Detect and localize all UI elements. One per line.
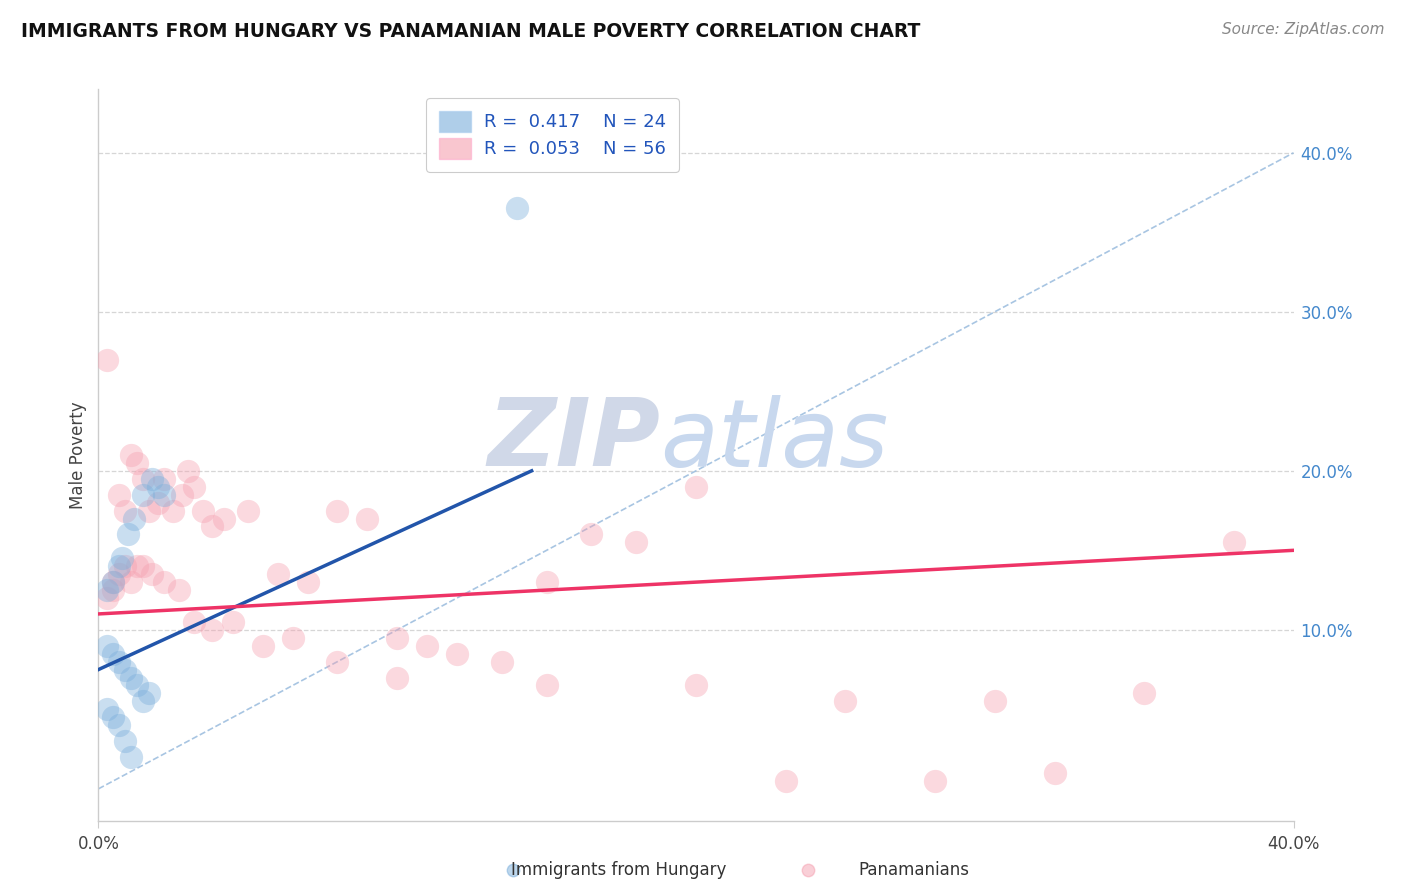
Point — [222, 615, 245, 629]
Point — [141, 472, 163, 486]
Point — [446, 647, 468, 661]
Point — [775, 773, 797, 788]
Point — [183, 480, 205, 494]
Point — [114, 734, 136, 748]
Point — [183, 615, 205, 629]
Point — [96, 702, 118, 716]
Point — [1223, 535, 1246, 549]
Point — [153, 488, 176, 502]
Point — [685, 480, 707, 494]
Point — [201, 519, 224, 533]
Point — [536, 678, 558, 692]
Point — [281, 631, 304, 645]
Point — [114, 503, 136, 517]
Point — [581, 527, 603, 541]
Point — [114, 559, 136, 574]
Point — [356, 511, 378, 525]
Point — [120, 448, 142, 462]
Point — [153, 472, 176, 486]
Point — [103, 647, 125, 661]
Point — [108, 559, 131, 574]
Point — [1133, 686, 1156, 700]
Point — [117, 527, 139, 541]
Point — [491, 655, 513, 669]
Point — [236, 503, 259, 517]
Point — [127, 559, 149, 574]
Point — [172, 488, 194, 502]
Legend: R =  0.417    N = 24, R =  0.053    N = 56: R = 0.417 N = 24, R = 0.053 N = 56 — [426, 98, 679, 171]
Point — [103, 710, 125, 724]
Text: Source: ZipAtlas.com: Source: ZipAtlas.com — [1222, 22, 1385, 37]
Text: Immigrants from Hungary: Immigrants from Hungary — [510, 861, 727, 879]
Point — [108, 655, 131, 669]
Point — [124, 511, 146, 525]
Point — [138, 686, 160, 700]
Point — [385, 671, 409, 685]
Point — [103, 575, 125, 590]
Text: atlas: atlas — [661, 395, 889, 486]
Point — [834, 694, 856, 708]
Point — [984, 694, 1007, 708]
Point — [132, 488, 155, 502]
Point — [148, 480, 170, 494]
Point — [177, 464, 200, 478]
Point — [153, 575, 176, 590]
Point — [132, 472, 155, 486]
Point — [96, 352, 118, 367]
Point — [111, 551, 134, 566]
Point — [416, 639, 439, 653]
Point — [385, 631, 409, 645]
Point — [120, 671, 142, 685]
Point — [326, 655, 349, 669]
Point — [297, 575, 319, 590]
Point — [506, 202, 529, 216]
Point — [267, 567, 290, 582]
Point — [685, 678, 707, 692]
Point — [96, 583, 118, 598]
Point — [252, 639, 274, 653]
Point — [626, 535, 648, 549]
Text: IMMIGRANTS FROM HUNGARY VS PANAMANIAN MALE POVERTY CORRELATION CHART: IMMIGRANTS FROM HUNGARY VS PANAMANIAN MA… — [21, 22, 921, 41]
Point — [201, 623, 224, 637]
Point — [120, 575, 142, 590]
Point — [103, 583, 125, 598]
Point — [924, 773, 946, 788]
Text: ZIP: ZIP — [488, 394, 661, 486]
Point — [536, 575, 558, 590]
Point — [191, 503, 214, 517]
Point — [212, 511, 235, 525]
Point — [103, 575, 125, 590]
Point — [127, 678, 149, 692]
Point — [162, 503, 184, 517]
Point — [1043, 766, 1066, 780]
Point — [167, 583, 190, 598]
Point — [326, 503, 349, 517]
Y-axis label: Male Poverty: Male Poverty — [69, 401, 87, 508]
Point — [148, 495, 170, 509]
Point — [120, 750, 142, 764]
Text: Panamanians: Panamanians — [859, 861, 969, 879]
Point — [132, 694, 155, 708]
Point — [132, 559, 155, 574]
Point — [141, 567, 163, 582]
Point — [108, 488, 131, 502]
Point — [108, 567, 131, 582]
Point — [108, 718, 131, 732]
Point — [127, 456, 149, 470]
Point — [138, 503, 160, 517]
Point — [96, 639, 118, 653]
Point — [96, 591, 118, 605]
Point — [114, 663, 136, 677]
